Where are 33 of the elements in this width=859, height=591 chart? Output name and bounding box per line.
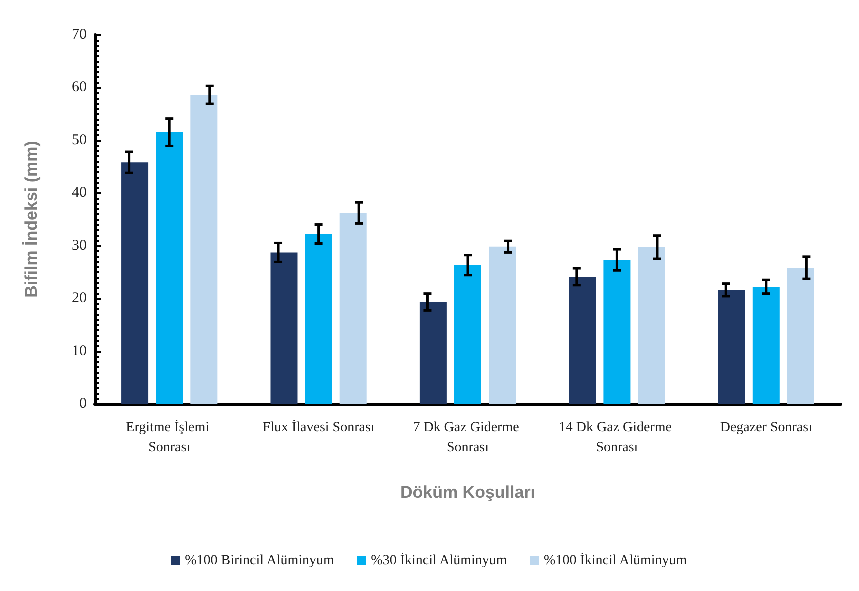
- x-tick-label: 7 Dk Gaz Giderme Sonrası: [413, 420, 523, 456]
- bar: [604, 260, 631, 404]
- bar: [787, 268, 814, 404]
- bar: [718, 290, 746, 404]
- bar: [638, 247, 666, 404]
- bar: [340, 213, 367, 404]
- x-tick-label: 14 Dk Gaz Giderme Sonrası: [558, 420, 676, 456]
- legend-label: %100 İkincil Alüminyum: [544, 552, 688, 568]
- bar: [752, 286, 780, 404]
- y-tick-label: 70: [72, 27, 87, 43]
- bar: [454, 265, 482, 404]
- legend-label: %100 Birincil Alüminyum: [185, 554, 335, 568]
- x-tick-label: Flux İlavesi Sonrası: [262, 420, 375, 436]
- bar: [569, 276, 596, 404]
- x-tick-label: Degazer Sonrası: [720, 420, 813, 436]
- y-tick-label: 30: [72, 238, 87, 254]
- bar: [305, 234, 332, 404]
- bar: [420, 302, 447, 404]
- y-tick-label: 10: [72, 343, 87, 360]
- bar: [190, 95, 218, 404]
- bar: [489, 246, 516, 404]
- bar: [122, 162, 149, 404]
- y-tick-label: 60: [72, 80, 87, 96]
- legend-label: %30 İkincil Alüminyum: [371, 552, 508, 568]
- y-axis-title: Bifilm İndeksi (mm): [22, 141, 41, 298]
- bar: [156, 132, 184, 404]
- y-tick-label: 20: [72, 290, 87, 307]
- x-tick-label: Ergitme İşlemi Sonrası: [126, 420, 214, 456]
- bar: [270, 252, 298, 404]
- y-tick-label: 0: [80, 396, 87, 412]
- y-tick-label: 50: [72, 132, 87, 148]
- x-axis-title: Döküm Koşulları: [400, 483, 536, 502]
- y-tick-label: 40: [72, 185, 87, 202]
